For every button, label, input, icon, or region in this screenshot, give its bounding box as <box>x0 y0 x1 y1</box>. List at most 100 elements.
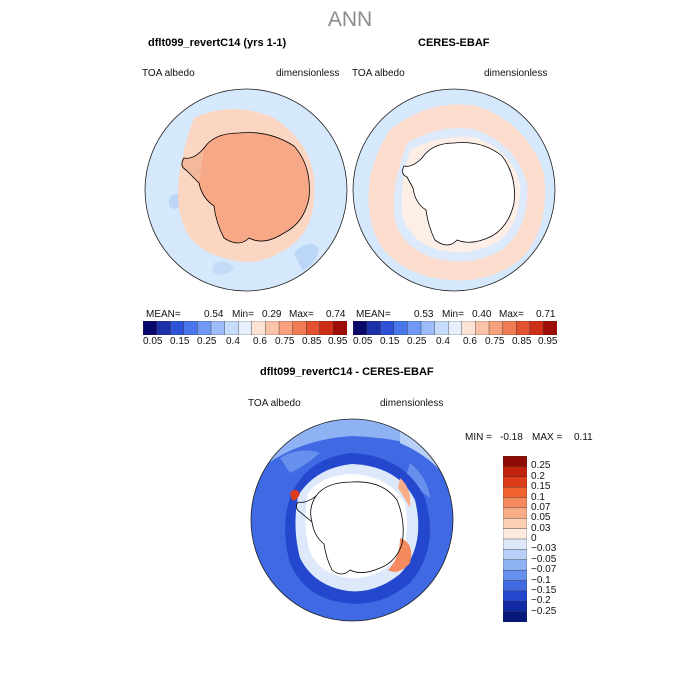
colorbar-swatch <box>333 321 347 335</box>
panel-3-variable-label: TOA albedo <box>248 398 301 409</box>
colorbar-swatch <box>447 321 463 335</box>
colorbar-swatch <box>529 321 544 335</box>
panel-2-max-value: 0.71 <box>536 309 556 320</box>
panel-2-mean-label: MEAN= <box>356 309 391 320</box>
panel-2-max-label: Max= <box>499 309 524 320</box>
cbar1-tick: 0.25 <box>197 336 217 347</box>
panel-2-map <box>352 88 556 292</box>
cbar3-tick: 0.03 <box>531 522 551 534</box>
colorbar-swatch <box>210 321 226 335</box>
panel-3-max-label: MAX = <box>532 432 563 443</box>
cbar1-tick: 0.95 <box>328 336 348 347</box>
colorbar-swatch <box>170 321 185 335</box>
panel-1-mean-label: MEAN= <box>146 309 181 320</box>
cbar2-tick: 0.15 <box>380 336 400 347</box>
cbar3-tick: −0.15 <box>531 584 557 596</box>
colorbar-swatch <box>475 321 490 335</box>
figure-title: ANN <box>327 8 373 31</box>
colorbar-swatch <box>503 528 527 540</box>
cbar2-tick: 0.6 <box>463 336 477 347</box>
colorbar-swatch <box>503 538 527 550</box>
colorbar-swatch <box>461 321 476 335</box>
colorbar-swatch <box>434 321 449 335</box>
colorbar-swatch <box>278 321 294 335</box>
panel-2-min-label: Min= <box>442 309 464 320</box>
colorbar-swatch <box>366 321 381 335</box>
colorbar-swatch <box>543 321 557 335</box>
colorbar-swatch <box>393 321 408 335</box>
panel-2-mean-value: 0.53 <box>414 309 434 320</box>
cbar2-tick: 0.95 <box>538 336 558 347</box>
colorbar-swatch <box>503 507 527 519</box>
colorbar-swatch <box>237 321 253 335</box>
panel-1-max-label: Max= <box>289 309 314 320</box>
panel-1-variable-label: TOA albedo <box>142 68 195 79</box>
colorbar-swatch <box>503 601 527 613</box>
colorbar-swatch <box>488 321 504 335</box>
cbar1-tick: 0.75 <box>275 336 295 347</box>
panel-1-mean-value: 0.54 <box>204 309 224 320</box>
colorbar-swatch <box>503 590 527 602</box>
panel-2-min-value: 0.40 <box>472 309 492 320</box>
cbar3-tick: −0.25 <box>531 605 557 617</box>
colorbar-swatch <box>380 321 395 335</box>
panel-3-colorbar-labels: 0.25 0.2 0.15 0.1 0.07 0.05 0.03 0 −0.03 −0.05 −0.… <box>531 456 581 622</box>
cbar3-tick: 0.2 <box>531 470 545 482</box>
cbar2-tick: 0.75 <box>485 336 505 347</box>
panel-3-title: dflt099_revertC14 - CERES-EBAF <box>260 366 434 378</box>
cbar2-tick: 0.85 <box>512 336 532 347</box>
colorbar-swatch <box>503 611 527 622</box>
colorbar-swatch <box>503 569 527 582</box>
panel-2-colorbar <box>353 321 557 335</box>
cbar3-tick: 0 <box>531 533 537 544</box>
colorbar-swatch <box>502 321 517 335</box>
cbar3-tick: 0.05 <box>531 512 551 524</box>
panel-2-units-label: dimensionless <box>484 68 548 79</box>
cbar3-tick: 0.25 <box>531 460 551 472</box>
panel-1-min-value: 0.29 <box>262 309 282 320</box>
panel-3-units-label: dimensionless <box>380 398 444 409</box>
panel-3-colorbar <box>503 456 527 622</box>
panel-1-colorbar-labels: 0.05 0.15 0.25 0.4 0.6 0.75 0.85 0.95 <box>143 336 347 348</box>
colorbar-swatch <box>503 466 527 478</box>
cbar1-tick: 0.6 <box>253 336 267 347</box>
cbar1-tick: 0.85 <box>302 336 322 347</box>
cbar1-tick: 0.05 <box>143 336 163 347</box>
panel-3-min-label: MIN = <box>465 432 492 443</box>
panel-3-min-value: -0.18 <box>500 432 523 443</box>
colorbar-swatch <box>305 321 321 335</box>
panel-1-units-label: dimensionless <box>276 68 340 79</box>
colorbar-swatch <box>183 321 198 335</box>
panel-1-map <box>144 88 348 292</box>
colorbar-swatch <box>224 321 239 335</box>
cbar1-tick: 0.4 <box>226 336 240 347</box>
panel-1-colorbar <box>143 321 347 335</box>
panel-3-max-value: 0.11 <box>574 432 593 443</box>
cbar3-tick: 0.15 <box>531 481 551 493</box>
cbar3-tick: −0.07 <box>531 564 557 576</box>
cbar3-tick: 0.1 <box>531 491 545 503</box>
panel-2-variable-label: TOA albedo <box>352 68 405 79</box>
colorbar-swatch <box>503 580 527 592</box>
colorbar-swatch <box>503 476 527 488</box>
colorbar-swatch <box>503 559 527 571</box>
colorbar-swatch <box>503 549 527 561</box>
cbar2-tick: 0.05 <box>353 336 373 347</box>
cbar2-tick: 0.4 <box>436 336 450 347</box>
panel-1-title: dflt099_revertC14 (yrs 1-1) <box>148 37 287 49</box>
cbar3-tick: −0.1 <box>531 574 551 586</box>
cbar3-tick: 0.07 <box>531 501 551 513</box>
colorbar-swatch <box>156 321 171 335</box>
colorbar-swatch <box>407 321 422 335</box>
cbar3-tick: −0.05 <box>531 553 557 565</box>
cbar3-tick: −0.03 <box>531 543 557 555</box>
colorbar-swatch <box>503 518 527 530</box>
colorbar-swatch <box>251 321 266 335</box>
panel-1-max-value: 0.74 <box>326 309 346 320</box>
colorbar-swatch <box>503 486 527 499</box>
colorbar-swatch <box>292 321 307 335</box>
colorbar-swatch <box>319 321 334 335</box>
colorbar-swatch <box>503 497 527 509</box>
colorbar-swatch <box>197 321 212 335</box>
colorbar-swatch <box>503 456 527 467</box>
